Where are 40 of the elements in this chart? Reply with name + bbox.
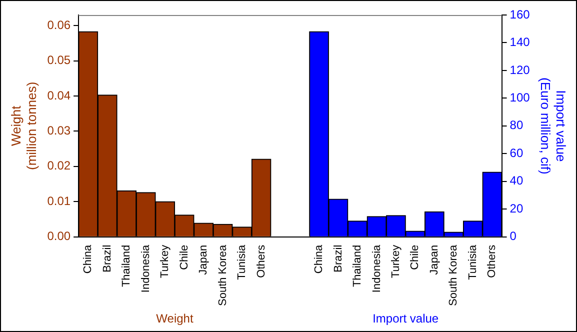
x-tick-label: Others [486,244,498,278]
x-tick-label: Japan [428,244,440,275]
y-tick-label: 0.04 [47,88,71,102]
x-tick-label: Tunisia [466,244,479,280]
x-tick-label: Indonesia [140,244,152,293]
x-tick-label: Brazil [101,244,114,272]
y2-tick-label: 0 [510,229,517,244]
y2-tick-label: 60 [510,146,524,160]
y-tick-label: 0.02 [47,158,71,173]
y-tick-label: 0.03 [47,124,71,138]
x-tick-label: South Korea [216,244,229,306]
text: Import value [372,311,439,326]
x-tick-label: China [82,244,94,274]
y-tick-label: 0.01 [47,194,71,208]
y2-axis-title: Import value (Euro million, cif) [538,78,569,174]
x-tick-label: Chile [178,244,190,270]
x-tick-label: Turkey [159,244,172,278]
y-tick-label: 0.06 [47,18,71,32]
y2-tick-label: 20 [510,201,524,216]
y-axis-title: Weight (million tonnes) [8,82,39,170]
y-tick-label: 0.00 [47,229,71,244]
y-tick-label: 0.05 [47,53,71,68]
x-tick-label: South Korea [448,244,460,306]
x-tick-label: Japan [198,244,210,275]
text: Weight [156,311,194,326]
x-tick-label: Indonesia [370,244,383,293]
x-tick-label: Chile [409,244,422,270]
y2-tick-label: 100 [510,90,530,105]
y2-tick-label: 40 [510,174,524,188]
y2-tick-label: 80 [510,118,524,132]
x-tick-label: China [313,244,326,274]
x-tick-label: Brazil [332,244,344,272]
x-tick-label: Thailand [352,244,364,288]
y2-tick-label: 120 [510,62,530,77]
x-tick-label: Tunisia [236,244,248,280]
x-tick-label: Others [255,244,268,278]
y2-tick-label: 160 [510,7,530,22]
y2-tick-label: 140 [510,35,530,50]
x-tick-label: Turkey [390,244,402,278]
x-tick-label: Thailand [120,244,133,288]
